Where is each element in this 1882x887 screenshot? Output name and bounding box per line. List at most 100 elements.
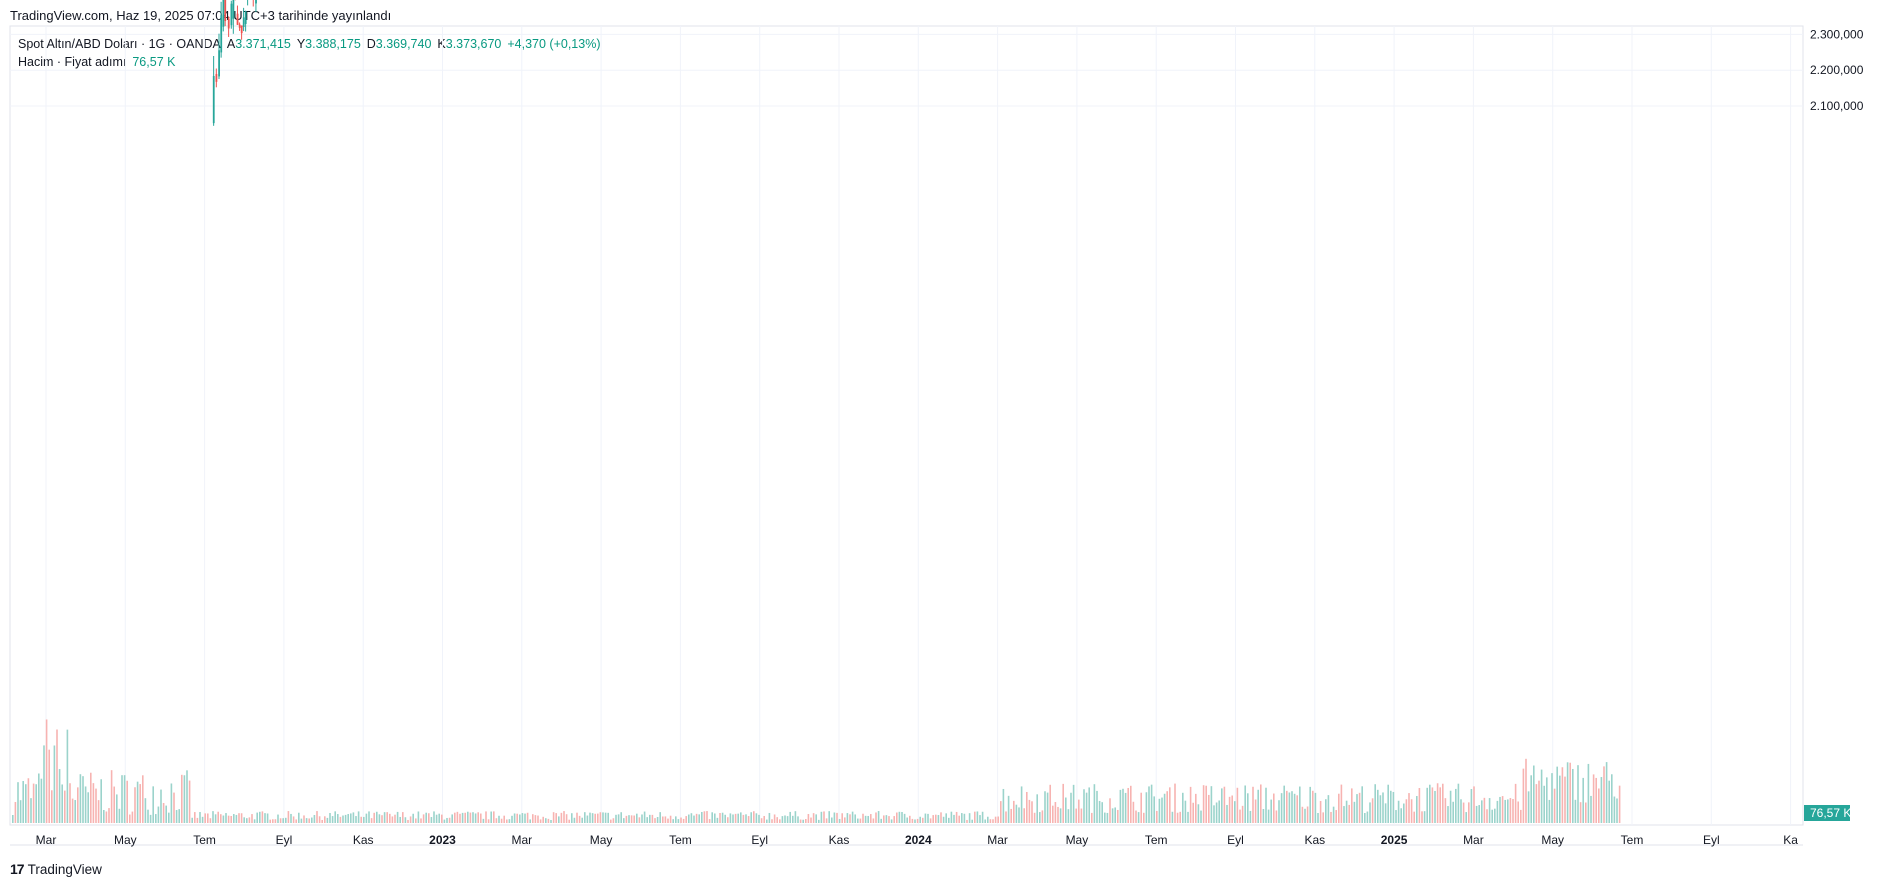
volume-bar: [1260, 784, 1262, 823]
volume-bar: [100, 779, 102, 823]
volume-bar: [1247, 793, 1249, 823]
volume-bar: [1512, 799, 1514, 823]
volume-bar: [935, 814, 937, 823]
volume-bar: [1031, 801, 1033, 823]
volume-bar: [230, 815, 232, 823]
volume-bar: [1377, 789, 1379, 823]
volume-bar: [641, 814, 643, 823]
volume-bar: [454, 812, 456, 823]
volume-bar: [1241, 805, 1244, 823]
volume-bar: [568, 819, 570, 823]
volume-bar: [92, 783, 95, 823]
x-tick-label: Eyl: [1227, 833, 1244, 847]
volume-bar: [1556, 766, 1558, 823]
volume-bar: [1470, 789, 1473, 823]
volume-bar: [532, 814, 534, 823]
volume-bar: [747, 816, 750, 823]
volume-bar: [812, 813, 815, 823]
volume-bar: [1132, 801, 1135, 823]
volume-bar: [1574, 799, 1577, 823]
volume-bar: [1548, 799, 1551, 823]
volume-bar: [1150, 784, 1153, 823]
volume-bar: [212, 811, 214, 823]
volume-bar: [519, 814, 521, 823]
volume-bar: [745, 814, 747, 823]
volume-bar: [1483, 797, 1486, 823]
volume-bar: [1374, 784, 1376, 823]
volume-bar: [526, 812, 529, 823]
volume-bar: [261, 811, 264, 823]
volume-bar: [1075, 808, 1077, 823]
volume-bar: [1187, 811, 1189, 823]
volume-bar: [1046, 792, 1049, 823]
volume-bar: [175, 810, 178, 823]
volume-bar: [399, 816, 401, 823]
volume-bar: [981, 811, 984, 823]
y-tick-label: 2.200,000: [1810, 63, 1864, 77]
volume-bar: [51, 790, 53, 823]
volume-bar: [597, 813, 599, 823]
volume-bar: [209, 818, 212, 823]
volume-bar: [911, 818, 914, 823]
volume-bar: [682, 818, 685, 823]
volume-bar: [1361, 786, 1363, 823]
x-tick-label: 2024: [905, 833, 932, 847]
volume-bar: [240, 813, 243, 823]
volume-bar: [1618, 785, 1621, 823]
volume-bar: [256, 812, 258, 823]
volume-bar: [971, 819, 973, 823]
volume-bar: [1213, 805, 1215, 823]
volume-bar: [17, 782, 19, 823]
volume-bar: [550, 819, 552, 823]
volume-bar: [968, 813, 971, 823]
volume-label[interactable]: Hacim · Fiyat adımı: [18, 55, 127, 69]
volume-bar: [1265, 787, 1267, 823]
volume-bar: [448, 817, 451, 823]
volume-bar: [191, 817, 193, 823]
volume-bar: [1400, 808, 1402, 823]
candle-body: [222, 0, 225, 27]
volume-bar: [773, 814, 776, 823]
volume-bar: [97, 800, 100, 823]
volume-bar: [1332, 806, 1335, 823]
volume-bar: [1525, 758, 1527, 823]
volume-bar: [1114, 807, 1116, 823]
volume-bar: [997, 816, 999, 823]
volume-bar: [40, 778, 43, 823]
volume-bar: [188, 780, 191, 823]
volume-bar: [487, 819, 490, 823]
volume-bar: [1488, 798, 1491, 823]
x-tick-label: Tem: [1621, 833, 1644, 847]
volume-bar: [272, 819, 274, 823]
volume-bar: [48, 749, 50, 823]
volume-bar: [425, 812, 427, 823]
volume-bar: [1340, 784, 1343, 823]
volume-bar: [1174, 783, 1176, 823]
volume-bar: [1205, 785, 1207, 823]
volume-bar: [1041, 810, 1044, 823]
volume-bar: [919, 816, 921, 823]
volume-bar: [779, 819, 781, 823]
volume-bar: [1002, 788, 1005, 823]
volume-bar: [131, 811, 134, 823]
volume-bar: [1140, 792, 1142, 823]
volume-bar: [896, 812, 898, 823]
chart-legend: Spot Altın/ABD Doları · 1G · OANDA A3.37…: [18, 35, 600, 71]
volume-bar: [771, 819, 773, 823]
volume-bar: [753, 811, 755, 823]
candle-body: [212, 75, 215, 124]
footer-brand[interactable]: 17 TradingView: [10, 861, 102, 877]
volume-bar: [1067, 809, 1070, 823]
volume-bar: [1249, 810, 1252, 823]
volume-bar: [1416, 796, 1418, 823]
volume-bar: [246, 818, 248, 823]
volume-bar: [1408, 793, 1410, 823]
volume-bar: [1421, 811, 1423, 823]
volume-bar: [703, 811, 706, 823]
volume-bar: [688, 814, 690, 823]
volume-bar: [1262, 809, 1265, 823]
symbol-name[interactable]: Spot Altın/ABD Doları · 1G · OANDA: [18, 37, 221, 51]
volume-bar: [1358, 792, 1361, 823]
volume-bar: [1527, 791, 1530, 823]
